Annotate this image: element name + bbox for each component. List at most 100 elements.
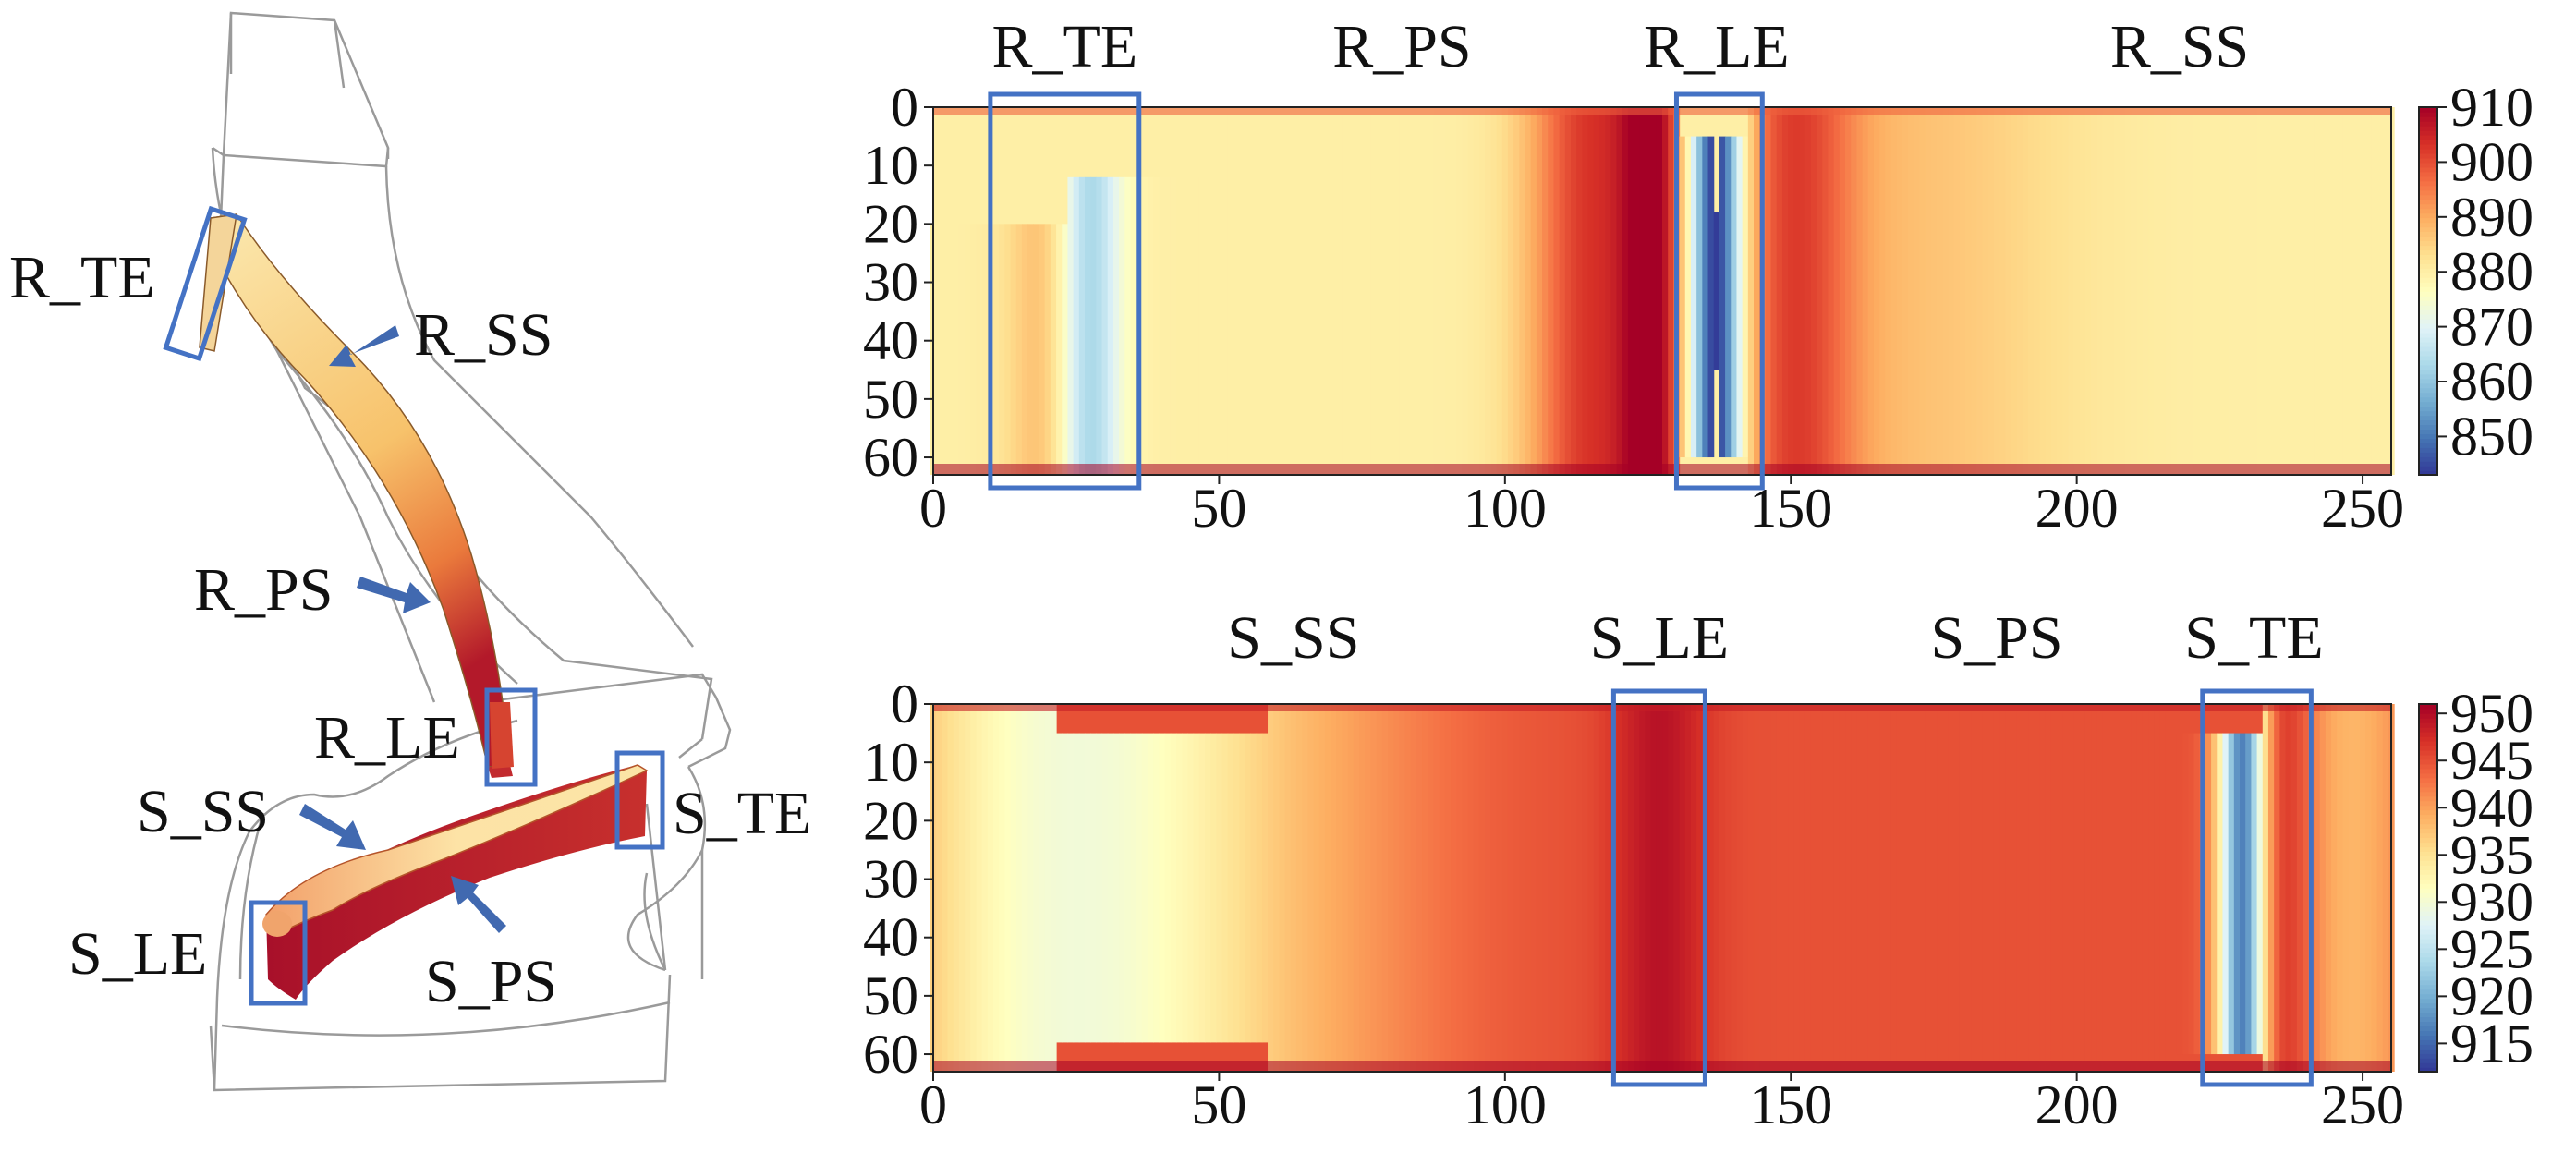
heatmap-column	[2125, 107, 2132, 475]
heatmap-column	[2211, 107, 2218, 475]
heatmap-column	[1650, 704, 1658, 1072]
colorbar-segment	[2419, 199, 2437, 205]
heatmap-column	[1896, 107, 1903, 475]
heatmap-column	[1010, 224, 1017, 475]
label-r-te: R_TE	[9, 244, 155, 311]
heatmap-column	[1673, 704, 1681, 1072]
heatmap-column	[1284, 107, 1292, 475]
heatmap-column	[1342, 107, 1349, 475]
heatmap-column	[1851, 704, 1857, 1072]
label-s-ss: S_SS	[137, 778, 269, 845]
heatmap-column	[2251, 733, 2258, 1055]
heatmap-column	[1467, 704, 1475, 1072]
colorbar-segment	[2419, 772, 2437, 779]
heatmap-column	[2011, 107, 2018, 475]
heatmap-column	[1107, 733, 1114, 1043]
region-highlight-box	[988, 91, 1142, 491]
heatmap-column	[1770, 107, 1778, 475]
colorbar-segment	[2419, 369, 2437, 375]
heatmap-column	[2267, 107, 2275, 475]
colorbar-segment	[2419, 415, 2437, 421]
heatmap-column	[2165, 107, 2172, 475]
heatmap-column	[2267, 704, 2275, 1072]
colorbar-segment	[2419, 763, 2437, 770]
colorbar-frame	[2418, 703, 2438, 1073]
colorbar-segment	[2419, 846, 2437, 852]
colorbar-segment	[2419, 1058, 2437, 1063]
heatmap-column	[1176, 733, 1183, 1043]
colorbar-segment	[2419, 901, 2437, 907]
colorbar-segment	[2419, 892, 2437, 898]
heatmap-column	[1112, 733, 1120, 1043]
rotor-blade	[199, 213, 514, 778]
colorbar-segment	[2419, 282, 2437, 287]
heatmap-column	[1044, 704, 1051, 1072]
heatmap-column	[1096, 733, 1103, 1043]
heatmap-column	[1564, 107, 1572, 475]
heatmap-column	[2193, 107, 2201, 475]
heatmap-column	[1593, 704, 1600, 1072]
heatmap-column	[1662, 107, 1669, 475]
heatmap-column	[1987, 107, 1995, 475]
heatmap-column	[2296, 704, 2303, 1072]
colorbar-segment	[2419, 327, 2437, 334]
colorbar-tick-label: 940	[2450, 777, 2533, 838]
heatmap-column	[1833, 107, 1841, 475]
heatmap-column	[936, 224, 942, 475]
colorbar-segment	[2419, 304, 2437, 310]
heatmap-column	[1187, 733, 1195, 1043]
heatmap-column	[2228, 107, 2235, 475]
heatmap-column	[1571, 704, 1577, 1072]
heatmap-column	[1719, 704, 1726, 1072]
colorbar-tick-label: 930	[2450, 871, 2533, 932]
heatmap-column	[1862, 107, 1869, 475]
heatmap-column	[2188, 107, 2195, 475]
colorbar-segment	[2419, 809, 2437, 816]
heatmap-column	[1914, 107, 1921, 475]
heatmap-column	[1747, 704, 1755, 1072]
colorbar-segment	[2419, 447, 2437, 453]
heatmap-column	[1679, 704, 1686, 1072]
heatmap-column	[2159, 704, 2167, 1072]
heatmap-column	[1765, 107, 1772, 475]
colorbar-segment	[2419, 254, 2437, 260]
heatmap-column	[1942, 107, 1949, 475]
heatmap-column	[1153, 176, 1160, 476]
heatmap-column	[2062, 107, 2069, 475]
heatmap-column	[1336, 704, 1343, 1072]
heatmap-column	[2342, 107, 2350, 475]
colorbar-segment	[2419, 152, 2437, 159]
heatmap-column	[1542, 107, 1549, 475]
heatmap-column	[2303, 704, 2309, 1072]
heatmap-column	[1101, 733, 1109, 1043]
heatmap-column	[1650, 107, 1658, 475]
heatmap-column	[1770, 704, 1778, 1072]
heatmap-column	[1159, 733, 1166, 1043]
heatmap-column	[1085, 176, 1091, 476]
heatmap-column	[2285, 704, 2292, 1072]
heatmap-column	[1754, 107, 1760, 475]
heatmap-column	[1702, 136, 1709, 458]
colorbar-segment	[2419, 286, 2437, 292]
heatmap-column	[1279, 107, 1286, 475]
heatmap-column	[1067, 176, 1075, 476]
colorbar-segment	[2419, 443, 2437, 448]
heatmap-column	[1959, 107, 1966, 475]
heatmap-column	[2016, 704, 2023, 1072]
heatmap-column	[1182, 733, 1188, 1043]
heatmap-column	[1993, 107, 2000, 475]
label-arrows	[299, 325, 506, 933]
heatmap-column	[1462, 704, 1469, 1072]
heatmap-column	[970, 224, 977, 475]
heatmap-column	[1324, 107, 1331, 475]
heatmap-column	[1810, 704, 1817, 1072]
heatmap-column	[1793, 107, 1801, 475]
colorbar-segment	[2419, 924, 2437, 930]
heatmap-column	[2057, 704, 2063, 1072]
colorbar-segment	[2419, 419, 2437, 426]
heatmap-column	[1571, 107, 1577, 475]
colorbar-segment	[2419, 180, 2437, 187]
heatmap-column	[1964, 107, 1972, 475]
heatmap-column	[1513, 704, 1520, 1072]
heatmap-column	[1908, 704, 1914, 1072]
